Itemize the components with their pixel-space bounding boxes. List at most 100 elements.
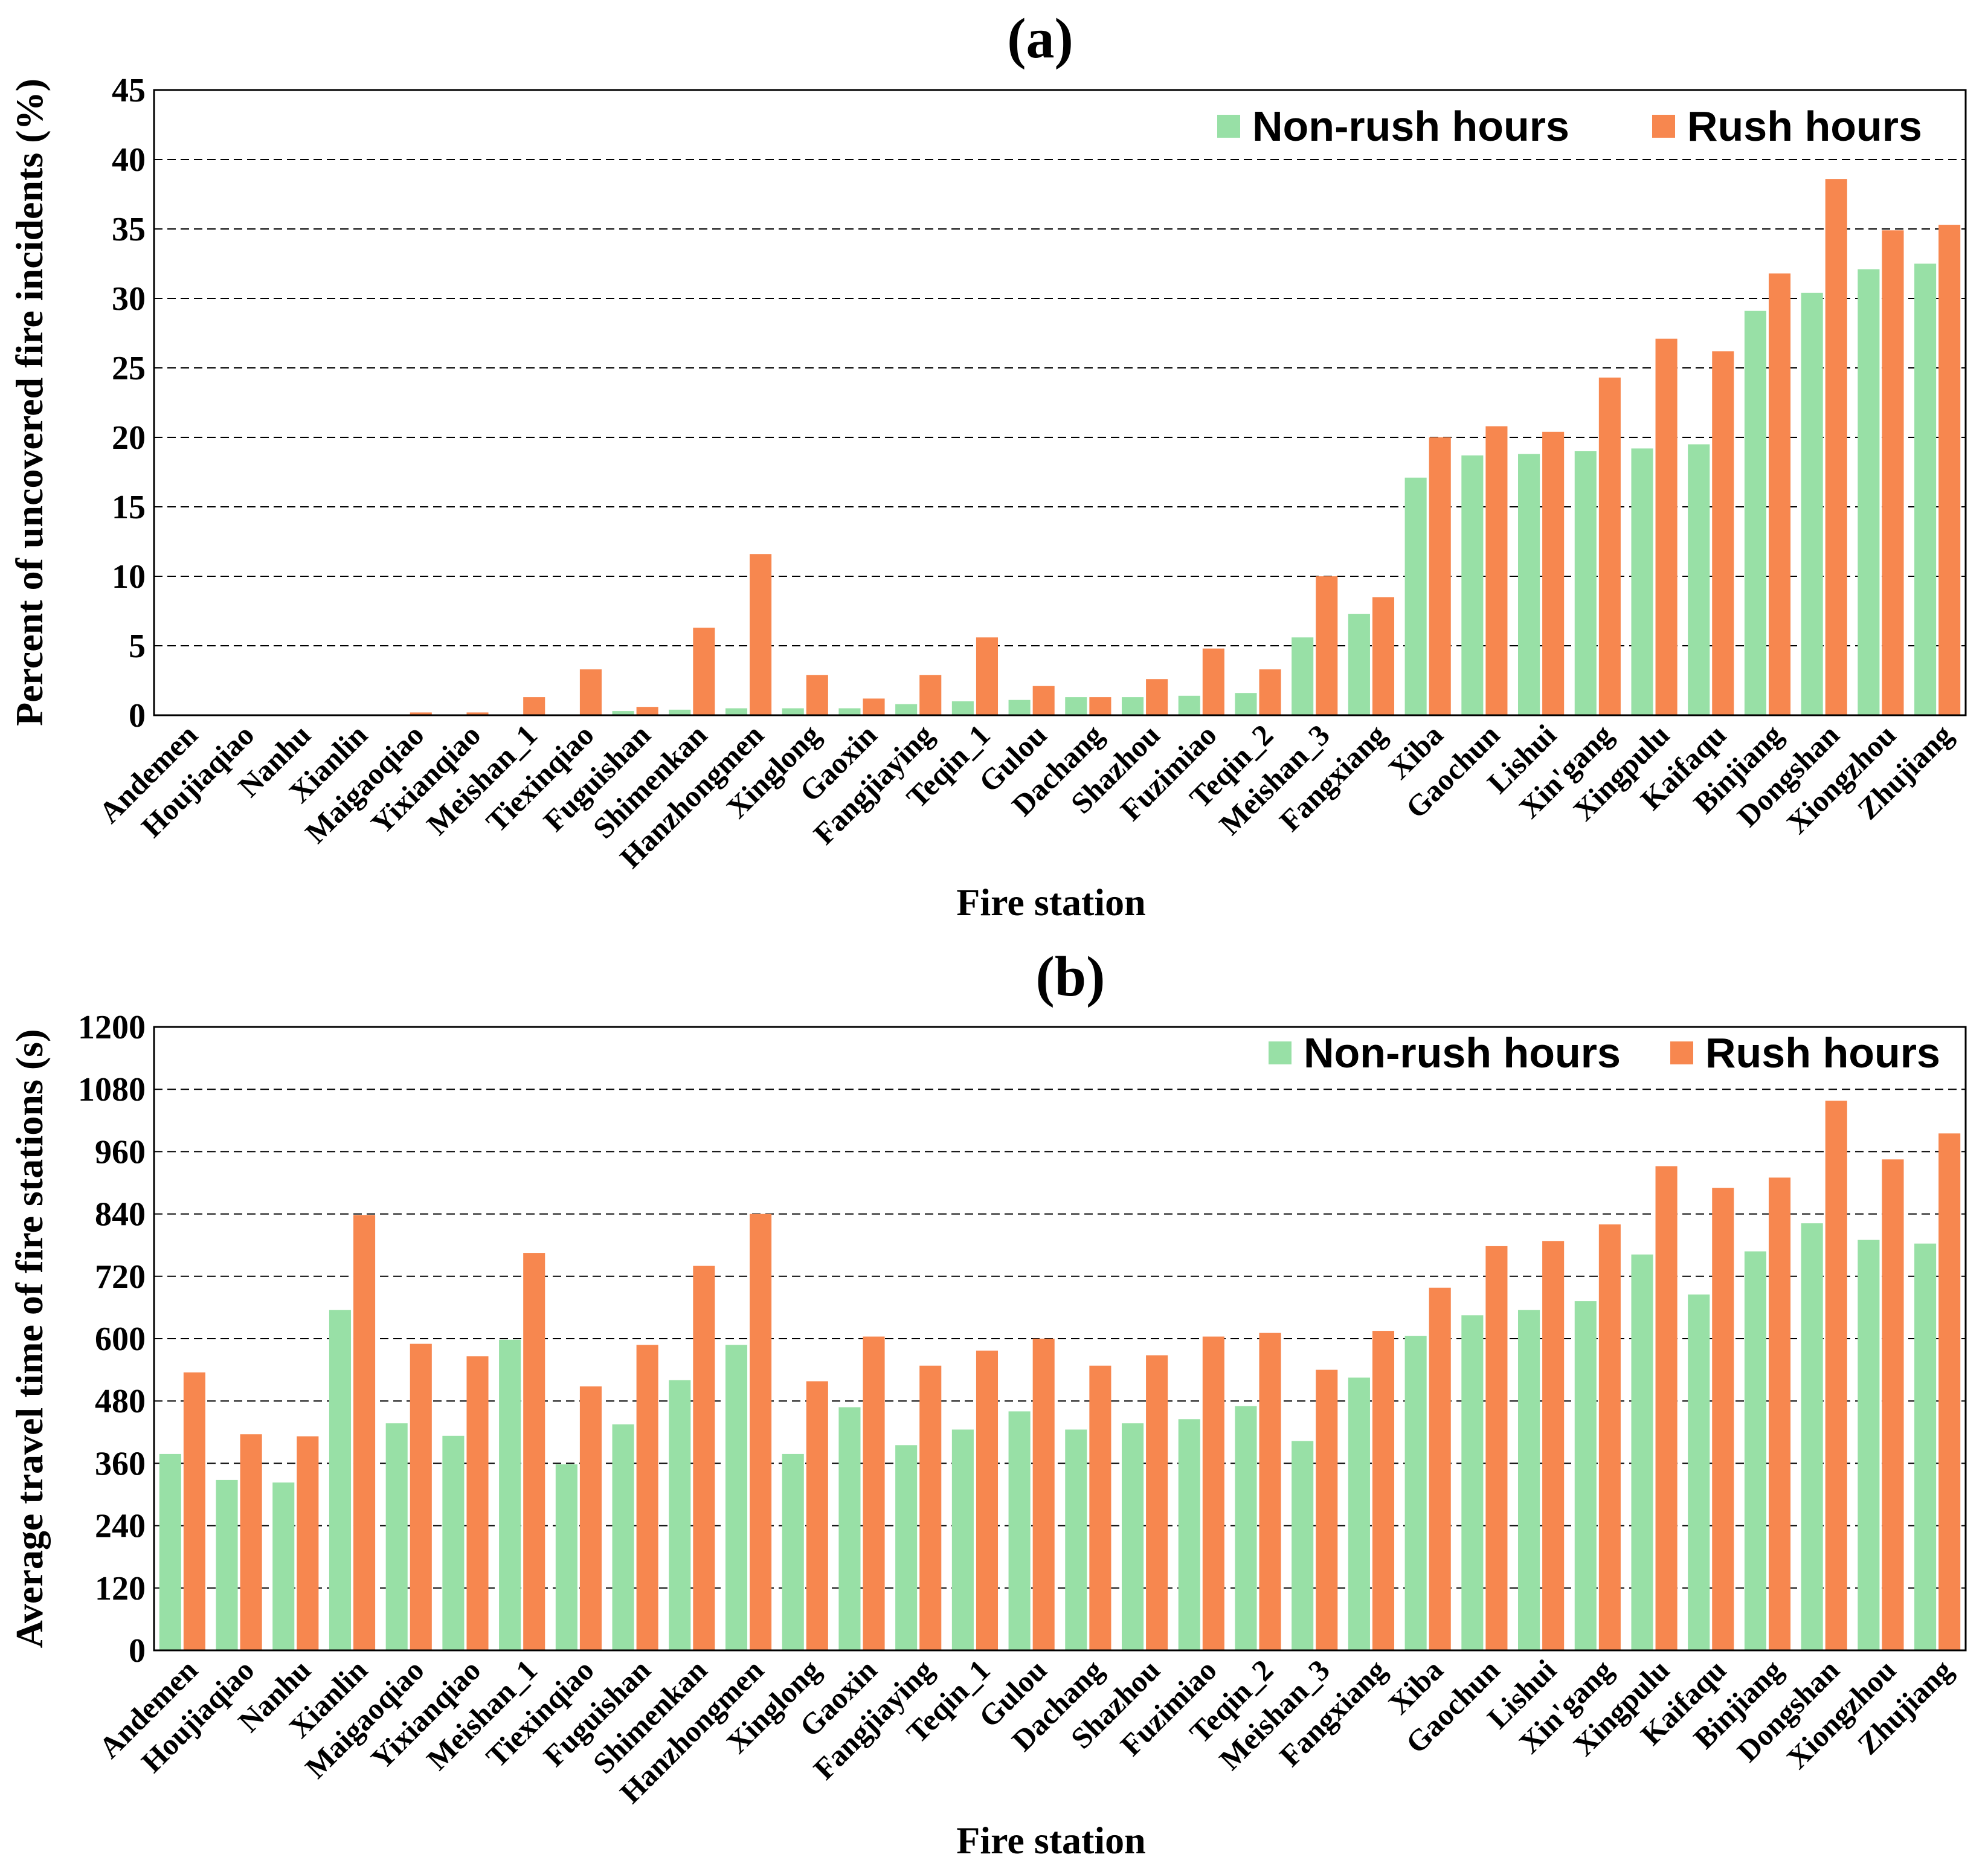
panel-b-bar-rush <box>976 1350 999 1650</box>
panel-a-bar-non-rush <box>612 711 634 715</box>
panel-a-bar-rush <box>750 554 772 715</box>
panel-a-y-tick-label: 45 <box>112 72 146 109</box>
panel-a-bar-rush <box>863 698 885 715</box>
panel-a-bar-non-rush <box>1235 693 1257 715</box>
panel-b-bar-non-rush <box>838 1407 861 1650</box>
panel-b-bar-rush <box>1202 1336 1224 1650</box>
panel-b-bar-rush <box>353 1215 376 1650</box>
panel-b-bar-non-rush <box>1292 1441 1314 1650</box>
panel-a-bar-non-rush <box>895 704 918 715</box>
legend-label-rush: Rush hours <box>1705 1029 1940 1076</box>
panel-b-bar-rush <box>919 1365 942 1650</box>
panel-b-bar-rush <box>1825 1101 1847 1650</box>
panel-a-bar-rush <box>636 707 658 715</box>
panel-a-bar-non-rush <box>1688 444 1710 715</box>
panel-b-bar-non-rush <box>1404 1336 1427 1650</box>
panel-b-bar-rush <box>1429 1287 1451 1650</box>
panel-b-bar-non-rush <box>442 1435 465 1650</box>
panel-b-bar-rush <box>1768 1177 1791 1650</box>
panel-b-bar-non-rush <box>725 1345 748 1650</box>
panel-b-bar-non-rush <box>951 1429 974 1650</box>
panel-b-plot-frame <box>153 1026 1967 1652</box>
panel-a-bar-rush <box>1542 431 1565 715</box>
panel-b-bar-rush <box>1542 1241 1565 1650</box>
panel-b-bar-non-rush <box>1348 1377 1370 1650</box>
panel-b-bar-rush <box>410 1343 432 1650</box>
panel-a-bar-rush <box>1938 225 1961 716</box>
panel-a-bar-non-rush <box>1858 269 1880 715</box>
panel-b-y-tick-label: 840 <box>95 1196 146 1234</box>
panel-b-bar-non-rush <box>1801 1223 1823 1650</box>
panel-a-bar-rush <box>1655 338 1678 715</box>
panel-b-y-tick-label: 1080 <box>78 1071 146 1108</box>
panel-b-bar-non-rush <box>1744 1251 1766 1650</box>
panel-b-bar-non-rush <box>1235 1406 1257 1650</box>
panel-a-bar-rush <box>1768 273 1791 716</box>
panel-b-bar-rush <box>1146 1355 1168 1650</box>
panel-a-bar-rush <box>1146 679 1168 715</box>
panel-a-bar-non-rush <box>725 708 748 715</box>
panel-a-y-tick-label: 20 <box>112 419 146 457</box>
legend-label-non-rush: Non-rush hours <box>1252 103 1569 150</box>
panel-b-bar-non-rush <box>385 1423 408 1650</box>
panel-b-bar-rush <box>297 1436 319 1650</box>
panel-b-bar-non-rush <box>669 1380 691 1650</box>
panel-b-x-axis-title: Fire station <box>956 1819 1145 1862</box>
panel-b-bar-non-rush <box>612 1424 634 1650</box>
panel-b-bar-non-rush <box>1574 1301 1597 1650</box>
panel-a-bar-non-rush <box>1008 700 1031 715</box>
panel-b-bar-non-rush <box>1178 1419 1200 1650</box>
panel-a-bar-rush <box>1089 697 1111 715</box>
panel-b-bar-rush <box>863 1336 885 1650</box>
panel-a-bar-rush <box>1485 426 1508 715</box>
panel-a-y-tick-label: 0 <box>129 697 146 735</box>
panel-b-y-tick-label: 120 <box>95 1570 146 1607</box>
panel-a-legend: Non-rush hours Rush hours <box>1217 103 1922 150</box>
panel-b-bar-rush <box>1598 1224 1621 1650</box>
panel-a-y-axis-title: Percent of uncovered fire incidents (%) <box>8 79 51 726</box>
panel-b-bar-non-rush <box>329 1310 352 1650</box>
panel-b-bar-rush <box>1882 1159 1904 1650</box>
panel-b-bar-non-rush <box>1121 1423 1144 1650</box>
panel-b-bar-non-rush <box>1914 1243 1937 1650</box>
panel-b-bar-rush <box>183 1372 205 1650</box>
panel-b-y-tick-label: 600 <box>95 1321 146 1358</box>
panel-a-bar-non-rush <box>1065 697 1087 715</box>
panel-a-y-tick-label: 5 <box>129 628 146 665</box>
panel-b-bar-rush <box>1259 1333 1281 1650</box>
panel-a-y-tick-label: 10 <box>112 558 146 596</box>
panel-a-bar-non-rush <box>1518 454 1540 715</box>
panel-a-y-tick-label: 30 <box>112 280 146 318</box>
panel-b-bar-non-rush <box>782 1453 804 1650</box>
panel-a-bar-rush <box>919 675 942 715</box>
panel-b-bar-rush <box>636 1345 658 1650</box>
panel-a-y-tick-label: 15 <box>112 489 146 526</box>
panel-a-bar-rush <box>1032 686 1055 715</box>
legend-swatch-non-rush <box>1269 1041 1292 1064</box>
panel-a-plot-frame <box>153 89 1967 716</box>
panel-a-bar-rush <box>1429 437 1451 715</box>
panel-b-bar-rush <box>579 1386 602 1650</box>
panel-a-bar-rush <box>579 669 602 715</box>
panel-b-bar-non-rush <box>1688 1294 1710 1650</box>
panel-b-bar-non-rush <box>499 1339 521 1650</box>
panel-b-bar-rush <box>1032 1339 1055 1650</box>
panel-a-bar-non-rush <box>782 708 804 715</box>
panel-a-bar-non-rush <box>1914 263 1937 715</box>
panel-b-bar-rush <box>693 1266 715 1650</box>
panel-b-bar-rush <box>750 1214 772 1650</box>
panel-a-y-tick-label: 35 <box>112 211 146 248</box>
panel-b-bar-rush <box>240 1434 262 1650</box>
panel-b-bar-rush <box>1938 1133 1961 1650</box>
panel-b-bar-rush <box>806 1381 828 1650</box>
panel-a-bar-non-rush <box>669 709 691 715</box>
panel-a-bar-rush <box>693 628 715 715</box>
panel-a-bar-non-rush <box>1178 695 1200 715</box>
panel-b-bar-rush <box>523 1253 545 1650</box>
panel-a-bar-non-rush <box>1121 697 1144 715</box>
panel-b-bar-rush <box>466 1356 489 1650</box>
panel-b-bar-non-rush <box>1065 1429 1087 1650</box>
legend-label-rush: Rush hours <box>1687 103 1922 150</box>
panel-a-bar-non-rush <box>1348 614 1370 715</box>
